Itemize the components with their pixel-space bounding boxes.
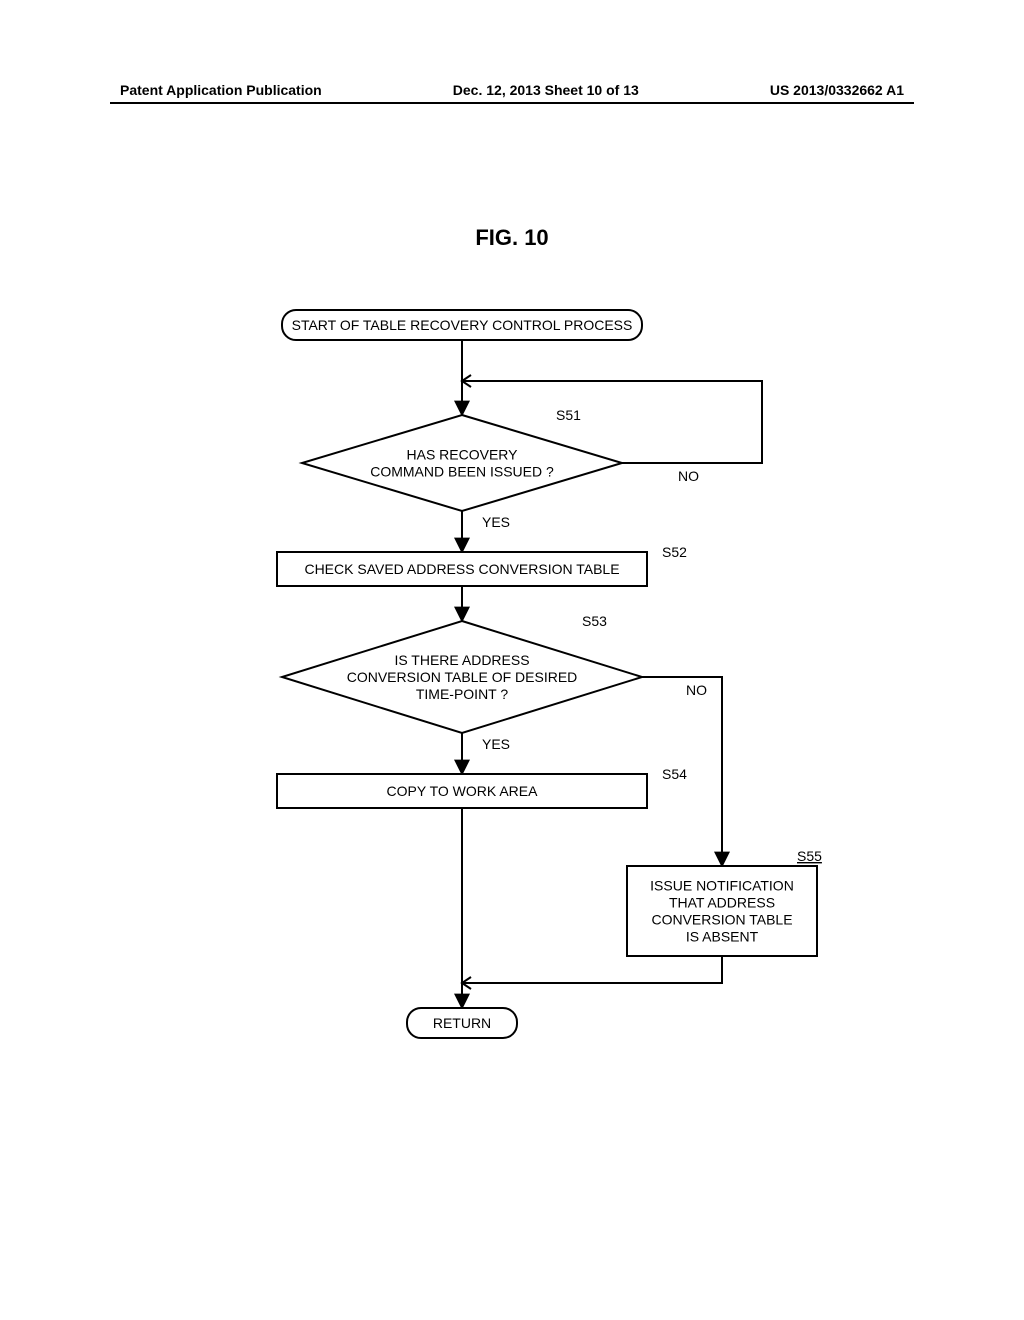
step-label-S54: S54 xyxy=(662,766,687,782)
header-rule xyxy=(110,102,914,104)
node-p1: CHECK SAVED ADDRESS CONVERSION TABLE S52 xyxy=(277,544,687,586)
edge-label-d2-no: NO xyxy=(686,682,707,698)
step-label-S52: S52 xyxy=(662,544,687,560)
edge-label-d1-yes: YES xyxy=(482,514,510,530)
header-center: Dec. 12, 2013 Sheet 10 of 13 xyxy=(453,82,639,98)
svg-text:RETURN: RETURN xyxy=(433,1015,491,1031)
header-right: US 2013/0332662 A1 xyxy=(770,82,904,98)
edge-p3-out xyxy=(462,956,722,983)
page-header: Patent Application Publication Dec. 12, … xyxy=(0,82,1024,98)
svg-text:COPY TO WORK AREA: COPY TO WORK AREA xyxy=(387,783,539,799)
node-d1: HAS RECOVERYCOMMAND BEEN ISSUED ?S51 xyxy=(302,407,622,511)
header-left: Patent Application Publication xyxy=(120,82,322,98)
step-label-S53: S53 xyxy=(582,613,607,629)
step-label-S55: S55 xyxy=(797,848,822,864)
page: Patent Application Publication Dec. 12, … xyxy=(0,0,1024,1320)
svg-text:START OF TABLE RECOVERY CONTRO: START OF TABLE RECOVERY CONTROL PROCESS xyxy=(292,317,633,333)
step-label-S51: S51 xyxy=(556,407,581,423)
node-d2: IS THERE ADDRESSCONVERSION TABLE OF DESI… xyxy=(282,613,642,733)
node-start: START OF TABLE RECOVERY CONTROL PROCESS xyxy=(282,310,642,340)
edge-label-d1-no: NO xyxy=(678,468,699,484)
edge-label-d2-yes: YES xyxy=(482,736,510,752)
node-p2: COPY TO WORK AREA S54 xyxy=(277,766,687,808)
svg-text:CHECK SAVED ADDRESS CONVERSION: CHECK SAVED ADDRESS CONVERSION TABLE xyxy=(304,561,619,577)
flowchart: YES NO YES NO START OF TABLE RECOVERY CONTR… xyxy=(102,225,922,1085)
node-return: RETURN xyxy=(407,1008,517,1038)
node-p3: ISSUE NOTIFICATIONTHAT ADDRESSCONVERSION… xyxy=(627,848,822,956)
